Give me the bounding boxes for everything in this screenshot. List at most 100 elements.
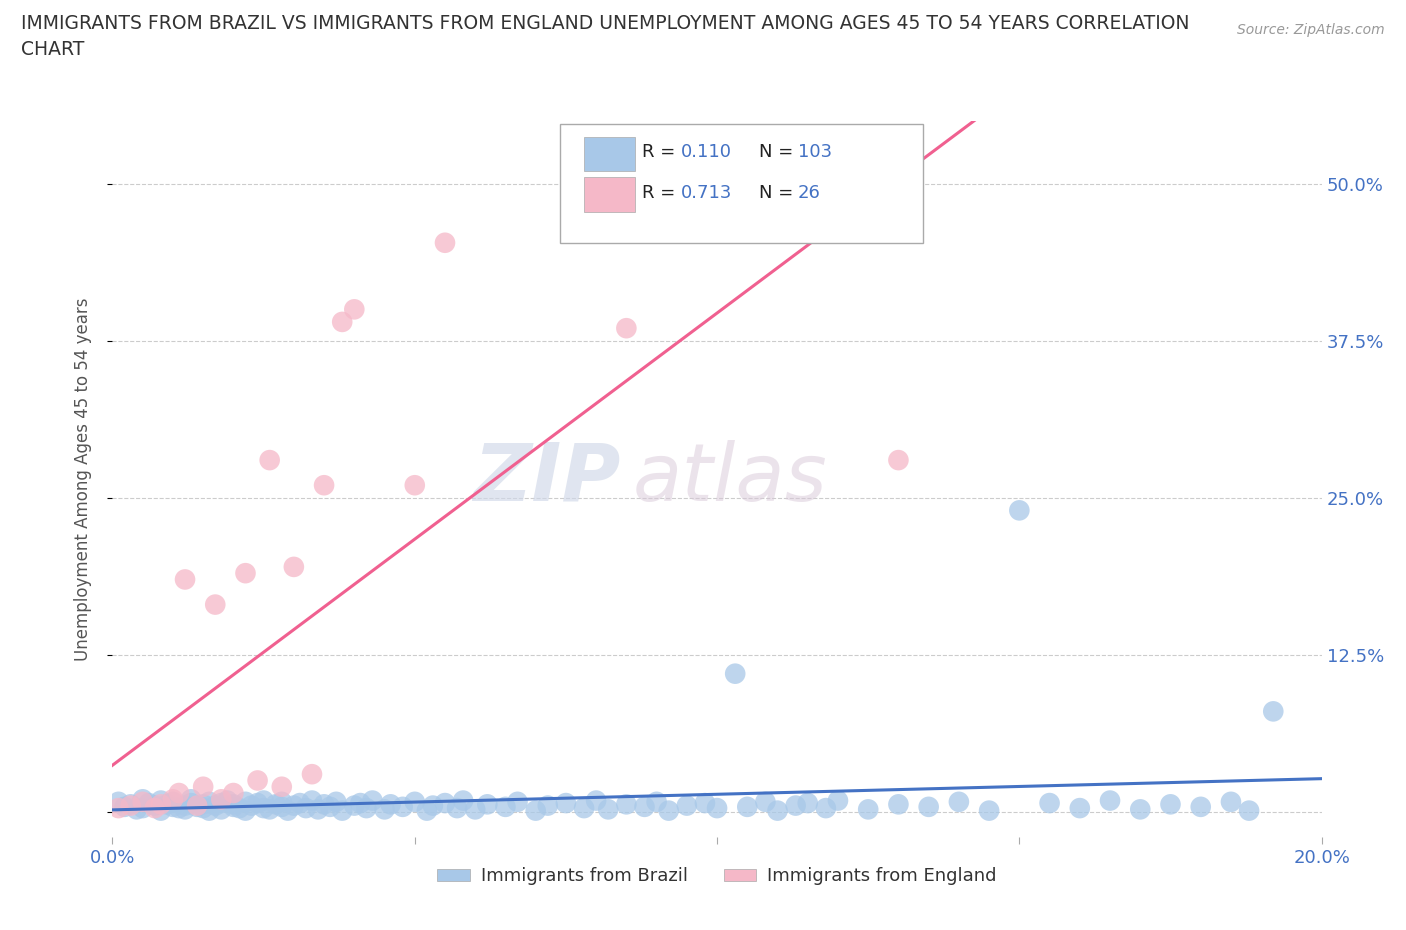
Point (785, 798, 807, 813)
Point (174, 802, 197, 817)
Point (1069, 801, 1091, 816)
Point (186, 800, 208, 815)
Point (180, 791, 202, 806)
Point (374, 802, 396, 817)
Point (524, 804, 547, 818)
Point (633, 800, 655, 815)
Point (246, 796, 269, 811)
Point (433, 235, 456, 250)
Point (977, 804, 1000, 818)
Point (1237, 804, 1260, 818)
Text: 103: 103 (799, 142, 832, 161)
Point (1220, 794, 1243, 809)
Point (391, 800, 413, 815)
Point (796, 796, 818, 811)
Point (446, 801, 468, 816)
Point (191, 801, 214, 816)
Point (253, 793, 276, 808)
Point (167, 801, 190, 816)
Point (288, 796, 311, 811)
Point (246, 773, 269, 788)
Point (259, 802, 281, 817)
Point (209, 796, 232, 811)
Point (198, 794, 221, 809)
Point (264, 797, 287, 812)
Point (319, 800, 342, 815)
Point (204, 597, 226, 612)
Point (766, 804, 789, 818)
Point (585, 793, 607, 808)
Text: N =: N = (759, 142, 800, 161)
Point (693, 796, 716, 811)
Point (314, 478, 336, 493)
Point (149, 804, 172, 818)
Point (307, 802, 329, 817)
Point (125, 802, 148, 817)
Point (235, 804, 257, 818)
Point (283, 798, 305, 813)
Point (422, 798, 444, 813)
Point (675, 798, 697, 813)
Point (191, 779, 214, 794)
Point (120, 797, 142, 812)
Text: atlas: atlas (633, 440, 827, 518)
Point (598, 802, 620, 817)
Text: 0.713: 0.713 (681, 183, 733, 202)
Point (416, 804, 439, 818)
Text: N =: N = (759, 183, 800, 202)
Point (477, 797, 499, 812)
Point (356, 801, 378, 816)
Point (737, 800, 759, 815)
Point (572, 801, 595, 816)
Point (887, 797, 910, 812)
Point (107, 801, 129, 816)
Text: R =: R = (643, 183, 681, 202)
Point (253, 801, 276, 816)
Point (495, 800, 517, 815)
Point (162, 794, 184, 809)
Point (616, 321, 638, 336)
Point (1008, 503, 1031, 518)
Point (361, 793, 384, 808)
Text: 26: 26 (799, 183, 821, 202)
Point (314, 797, 336, 812)
Point (174, 572, 197, 587)
FancyBboxPatch shape (560, 125, 922, 243)
Text: IMMIGRANTS FROM BRAZIL VS IMMIGRANTS FROM ENGLAND UNEMPLOYMENT AMONG AGES 45 TO : IMMIGRANTS FROM BRAZIL VS IMMIGRANTS FRO… (21, 14, 1189, 60)
Point (132, 801, 155, 816)
Point (1098, 793, 1121, 808)
Point (107, 794, 129, 809)
Point (222, 786, 245, 801)
Point (240, 798, 263, 813)
Point (464, 802, 486, 817)
Point (162, 791, 184, 806)
Point (180, 796, 202, 811)
Point (156, 797, 179, 812)
Point (658, 804, 681, 818)
Point (270, 794, 292, 809)
Text: Source: ZipAtlas.com: Source: ZipAtlas.com (1237, 23, 1385, 37)
Point (451, 793, 474, 808)
Point (191, 797, 214, 812)
Point (645, 794, 668, 809)
Point (209, 791, 232, 806)
Point (856, 802, 880, 817)
Point (270, 800, 292, 815)
FancyBboxPatch shape (583, 137, 636, 171)
Point (143, 798, 166, 813)
Point (380, 797, 402, 812)
Point (1189, 800, 1212, 815)
Text: 0.110: 0.110 (681, 142, 731, 161)
Point (270, 779, 292, 794)
Point (162, 800, 184, 815)
Point (143, 801, 166, 816)
Point (1038, 796, 1062, 811)
Point (330, 804, 353, 818)
Point (301, 793, 323, 808)
Point (235, 565, 257, 580)
Point (1159, 797, 1181, 812)
Point (149, 797, 172, 812)
Point (343, 798, 366, 813)
Point (138, 796, 160, 811)
Point (887, 453, 910, 468)
